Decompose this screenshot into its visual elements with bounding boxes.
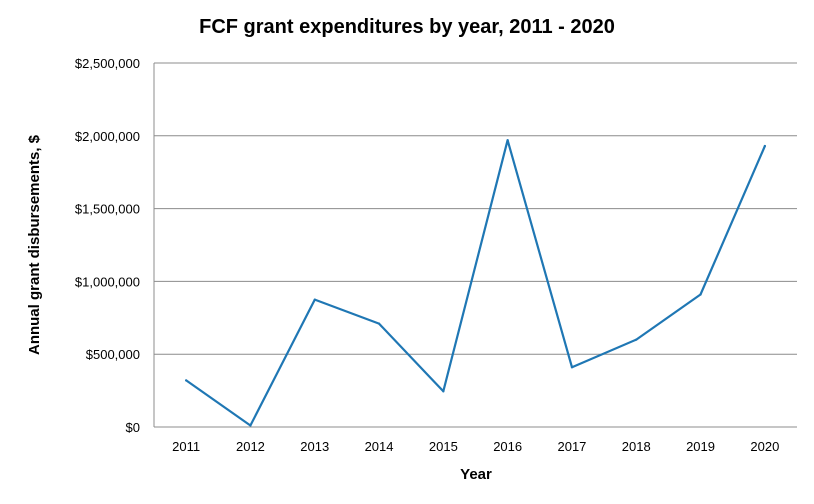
- x-tick-label: 2017: [557, 439, 586, 454]
- gridlines: [153, 62, 797, 428]
- data-point: [185, 379, 188, 382]
- y-tick-label: $500,000: [86, 347, 140, 362]
- x-tick-label: 2011: [172, 439, 200, 454]
- chart-title: FCF grant expenditures by year, 2011 - 2…: [199, 16, 615, 38]
- data-point: [699, 293, 702, 296]
- series-line: [185, 139, 767, 427]
- x-axis-title: Year: [460, 466, 492, 483]
- data-point: [442, 390, 445, 393]
- y-axis-ticks: $0 $500,000 $1,000,000 $1,500,000 $2,000,000…: [75, 56, 140, 435]
- x-tick-label: 2019: [686, 439, 715, 454]
- x-axis-ticks: 2011 2012 2013 2014 2015 2016 2017 2018 2019 2020: [172, 439, 779, 454]
- x-tick-label: 2014: [365, 439, 394, 454]
- y-tick-label: $1,000,000: [75, 274, 140, 289]
- series-group: [185, 139, 767, 427]
- data-point: [313, 298, 316, 301]
- y-tick-label: $1,500,000: [75, 202, 140, 217]
- data-point: [763, 144, 766, 148]
- y-tick-label: $2,500,000: [75, 56, 140, 71]
- data-point: [249, 424, 252, 427]
- x-tick-label: 2013: [300, 439, 329, 454]
- data-point: [570, 366, 574, 369]
- data-point: [506, 139, 509, 142]
- x-tick-label: 2018: [622, 439, 651, 454]
- x-tick-label: 2015: [429, 439, 458, 454]
- data-point: [635, 338, 638, 341]
- y-tick-label: $0: [126, 420, 140, 435]
- x-tick-label: 2016: [493, 439, 522, 454]
- x-tick-label: 2012: [236, 439, 265, 454]
- y-tick-label: $2,000,000: [75, 129, 140, 144]
- data-point: [377, 322, 381, 325]
- y-axis-title: Annual grant disbursements, $: [26, 134, 43, 355]
- x-tick-label: 2020: [750, 439, 779, 454]
